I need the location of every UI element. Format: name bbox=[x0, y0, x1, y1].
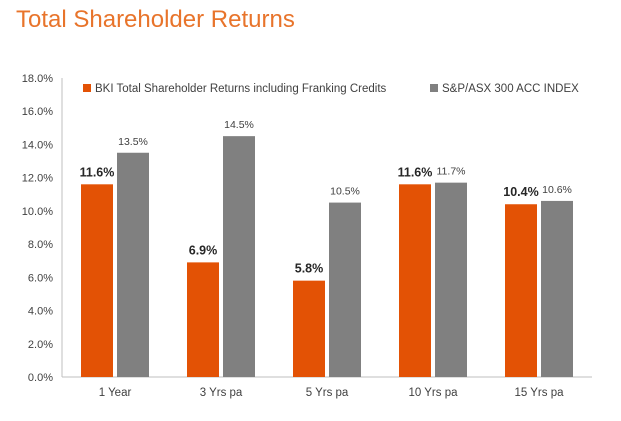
data-label-index: 13.5% bbox=[118, 136, 148, 148]
bar-bki bbox=[399, 184, 431, 377]
bar-index bbox=[541, 200, 573, 377]
bar-index bbox=[435, 182, 467, 377]
data-label-bki: 6.9% bbox=[189, 243, 218, 257]
x-tick-label: 10 Yrs pa bbox=[408, 387, 458, 399]
bar-bki bbox=[505, 204, 537, 377]
y-tick-label: 2.0% bbox=[28, 339, 53, 351]
legend-swatch-index bbox=[430, 84, 438, 92]
y-tick-label: 14.0% bbox=[22, 139, 53, 151]
bar-index bbox=[329, 202, 361, 377]
bar-index bbox=[223, 136, 255, 377]
bar-bki bbox=[187, 262, 219, 377]
bar-index bbox=[117, 152, 149, 377]
legend-swatch-bki bbox=[83, 84, 91, 92]
x-tick-label: 1 Year bbox=[99, 387, 132, 399]
y-tick-label: 8.0% bbox=[28, 239, 53, 251]
bar-bki bbox=[293, 280, 325, 377]
data-label-bki: 5.8% bbox=[295, 262, 324, 276]
legend-label-index: S&P/ASX 300 ACC INDEX bbox=[442, 83, 579, 95]
data-label-bki: 11.6% bbox=[80, 165, 115, 179]
data-label-index: 14.5% bbox=[224, 119, 254, 131]
y-tick-label: 10.0% bbox=[22, 206, 53, 218]
page-title: Total Shareholder Returns bbox=[16, 6, 295, 33]
y-tick-label: 6.0% bbox=[28, 272, 53, 284]
data-label-index: 11.7% bbox=[437, 166, 466, 178]
data-label-bki: 11.6% bbox=[398, 165, 433, 179]
x-tick-label: 15 Yrs pa bbox=[514, 387, 564, 399]
legend: BKI Total Shareholder Returns including … bbox=[83, 83, 579, 95]
data-label-index: 10.5% bbox=[330, 186, 360, 198]
y-tick-label: 16.0% bbox=[22, 106, 53, 118]
x-tick-label: 5 Yrs pa bbox=[306, 387, 349, 399]
y-tick-label: 18.0% bbox=[22, 73, 53, 85]
data-labels-layer: 11.6% 13.5% 6.9% 14.5% 5.8% 10.5% 11.6% 11.7% 10… bbox=[80, 119, 572, 276]
bars-layer bbox=[81, 136, 573, 377]
data-label-index: 10.6% bbox=[542, 184, 572, 196]
data-label-bki: 10.4% bbox=[503, 185, 538, 199]
bar-bki bbox=[81, 184, 113, 377]
y-tick-label: 4.0% bbox=[28, 306, 53, 318]
legend-label-bki: BKI Total Shareholder Returns including … bbox=[95, 83, 387, 95]
x-tick-label: 3 Yrs pa bbox=[200, 387, 243, 399]
axis-layer: 0.0% 2.0% 4.0% 6.0% 8.0% 10.0% 12.0% 14.0% 16.0%… bbox=[22, 73, 592, 399]
y-tick-label: 0.0% bbox=[28, 372, 53, 384]
y-tick-label: 12.0% bbox=[22, 173, 53, 185]
